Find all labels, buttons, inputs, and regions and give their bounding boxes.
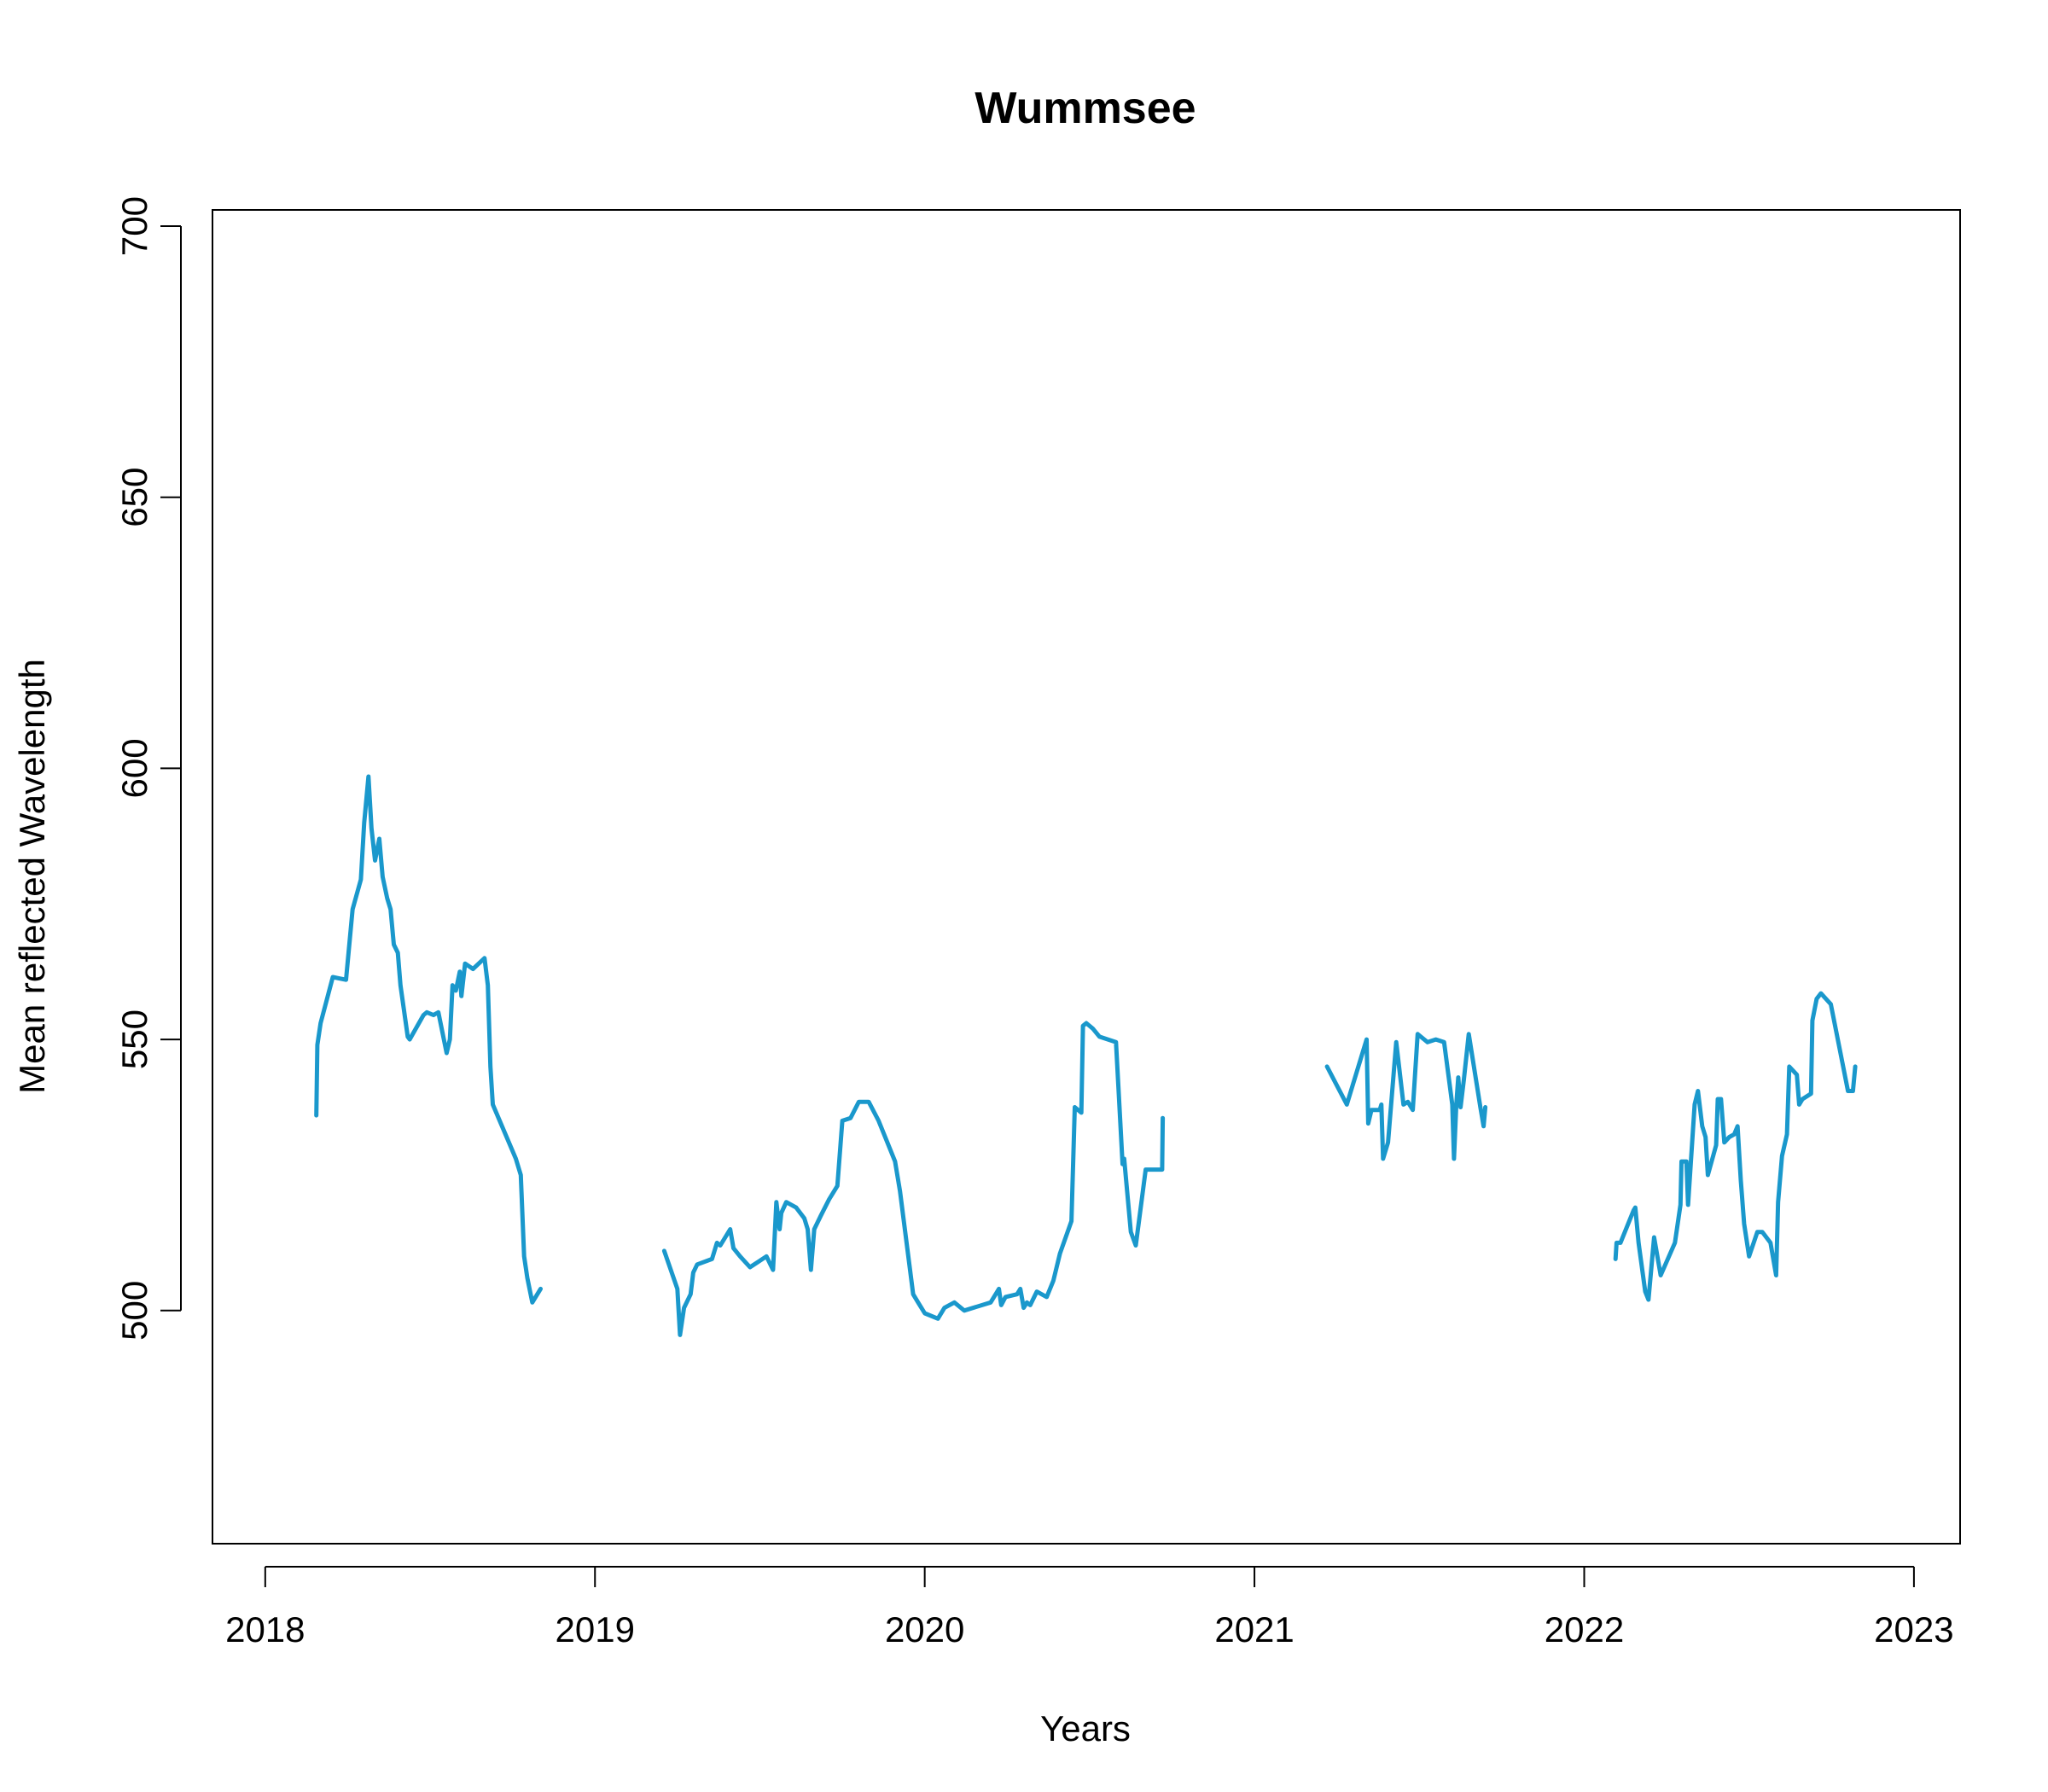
y-tick-label: 700 bbox=[114, 196, 154, 256]
y-tick-label: 500 bbox=[114, 1281, 154, 1341]
y-axis-label: Mean reflected Wavelength bbox=[12, 659, 52, 1094]
x-tick-label: 2020 bbox=[885, 1609, 964, 1649]
x-axis-label: Years bbox=[1040, 1708, 1131, 1748]
x-tick-label: 2019 bbox=[556, 1609, 635, 1649]
plot-frame bbox=[212, 209, 1961, 1545]
chart-title: Wummsee bbox=[975, 84, 1196, 133]
x-tick-label: 2021 bbox=[1214, 1609, 1294, 1649]
y-axis: 500 550 600 650 700 bbox=[114, 196, 182, 1341]
x-tick-label: 2023 bbox=[1874, 1609, 1953, 1649]
y-tick-label: 650 bbox=[114, 468, 154, 527]
y-tick-label: 550 bbox=[114, 1009, 154, 1069]
series-line-segment-1 bbox=[314, 774, 543, 1305]
x-tick-label: 2018 bbox=[225, 1609, 305, 1649]
series-lines bbox=[314, 774, 1858, 1337]
x-tick-label: 2022 bbox=[1545, 1609, 1624, 1649]
x-axis: 2018 2019 2020 2021 2022 2023 bbox=[225, 1566, 1954, 1649]
series-line-segment-2 bbox=[661, 1021, 1166, 1337]
series-line-segment-4 bbox=[1613, 991, 1858, 1302]
series-line-segment-3 bbox=[1324, 1032, 1488, 1161]
y-tick-label: 600 bbox=[114, 738, 154, 798]
